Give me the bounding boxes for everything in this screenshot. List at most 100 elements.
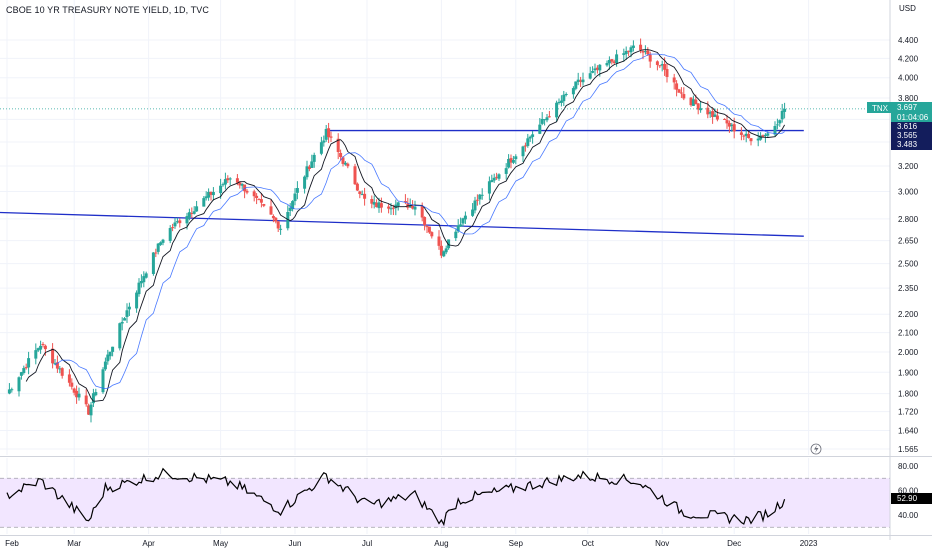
candle[interactable] bbox=[310, 154, 314, 168]
candle[interactable] bbox=[319, 136, 323, 156]
candle[interactable] bbox=[749, 138, 753, 146]
candle[interactable] bbox=[269, 199, 273, 215]
candle[interactable] bbox=[739, 127, 743, 141]
candle[interactable] bbox=[286, 205, 290, 231]
candle[interactable] bbox=[355, 182, 359, 192]
candle[interactable] bbox=[274, 216, 278, 224]
candle[interactable] bbox=[571, 86, 575, 99]
candle[interactable] bbox=[60, 367, 64, 379]
candle[interactable] bbox=[523, 142, 527, 152]
candle[interactable] bbox=[221, 182, 225, 187]
candle[interactable] bbox=[312, 152, 316, 168]
candle[interactable] bbox=[387, 204, 391, 214]
candle[interactable] bbox=[255, 193, 259, 205]
candle[interactable] bbox=[207, 188, 211, 201]
candle[interactable] bbox=[471, 203, 475, 218]
candle[interactable] bbox=[591, 66, 595, 74]
flash-icon[interactable] bbox=[810, 443, 822, 455]
candle[interactable] bbox=[612, 59, 616, 65]
candle[interactable] bbox=[240, 183, 244, 190]
candle[interactable] bbox=[696, 103, 700, 115]
candle[interactable] bbox=[7, 383, 11, 395]
candle[interactable] bbox=[408, 198, 412, 209]
candle[interactable] bbox=[723, 118, 727, 120]
candle[interactable] bbox=[204, 191, 208, 201]
candle[interactable] bbox=[360, 190, 364, 196]
candle[interactable] bbox=[775, 118, 779, 130]
candle[interactable] bbox=[679, 87, 683, 98]
candle[interactable] bbox=[106, 349, 110, 365]
candle[interactable] bbox=[658, 65, 662, 69]
candle[interactable] bbox=[259, 192, 263, 208]
candle[interactable] bbox=[27, 351, 31, 375]
candle[interactable] bbox=[727, 120, 731, 133]
candle[interactable] bbox=[322, 135, 326, 147]
candle[interactable] bbox=[151, 252, 155, 276]
candle[interactable] bbox=[514, 154, 518, 165]
candle[interactable] bbox=[190, 207, 194, 218]
candle[interactable] bbox=[547, 110, 551, 118]
candle[interactable] bbox=[478, 193, 482, 205]
candle[interactable] bbox=[94, 388, 98, 397]
candle[interactable] bbox=[711, 108, 715, 124]
candle[interactable] bbox=[67, 369, 71, 387]
candle[interactable] bbox=[660, 60, 664, 72]
candle[interactable] bbox=[43, 344, 47, 356]
candle[interactable] bbox=[195, 200, 199, 212]
candle[interactable] bbox=[593, 63, 597, 76]
candle[interactable] bbox=[219, 178, 223, 199]
candle[interactable] bbox=[123, 316, 127, 321]
candle[interactable] bbox=[425, 225, 429, 233]
candle[interactable] bbox=[454, 229, 458, 241]
candle[interactable] bbox=[17, 376, 21, 397]
candle[interactable] bbox=[375, 199, 379, 208]
candle[interactable] bbox=[439, 240, 443, 259]
candle[interactable] bbox=[579, 76, 583, 87]
candle[interactable] bbox=[595, 65, 599, 74]
candle[interactable] bbox=[444, 245, 448, 255]
candle[interactable] bbox=[70, 378, 74, 390]
candle[interactable] bbox=[689, 97, 693, 107]
candles[interactable] bbox=[7, 38, 787, 423]
candle[interactable] bbox=[699, 101, 703, 113]
candle[interactable] bbox=[576, 72, 580, 86]
candle[interactable] bbox=[557, 98, 561, 105]
candle[interactable] bbox=[442, 250, 446, 258]
candle[interactable] bbox=[293, 188, 297, 206]
candle[interactable] bbox=[127, 302, 131, 316]
candle[interactable] bbox=[545, 113, 549, 123]
candle[interactable] bbox=[778, 119, 782, 127]
candle[interactable] bbox=[559, 95, 563, 107]
candle[interactable] bbox=[303, 175, 307, 194]
candle[interactable] bbox=[51, 343, 55, 369]
candle[interactable] bbox=[41, 342, 45, 348]
candle[interactable] bbox=[223, 172, 227, 190]
candle[interactable] bbox=[540, 112, 544, 126]
candle[interactable] bbox=[391, 204, 395, 216]
candle[interactable] bbox=[53, 359, 57, 366]
candle[interactable] bbox=[55, 355, 59, 373]
candle[interactable] bbox=[101, 367, 105, 394]
candle[interactable] bbox=[423, 216, 427, 231]
candle[interactable] bbox=[159, 241, 163, 246]
candle[interactable] bbox=[341, 156, 345, 167]
candle[interactable] bbox=[473, 196, 477, 214]
candle[interactable] bbox=[108, 351, 112, 360]
candle[interactable] bbox=[168, 225, 172, 244]
candle[interactable] bbox=[665, 63, 669, 83]
candle[interactable] bbox=[564, 92, 568, 97]
candle[interactable] bbox=[336, 133, 340, 160]
candle[interactable] bbox=[36, 347, 40, 352]
candle[interactable] bbox=[742, 134, 746, 141]
candle[interactable] bbox=[675, 80, 679, 97]
candle[interactable] bbox=[34, 343, 38, 365]
candle[interactable] bbox=[646, 47, 650, 56]
candle[interactable] bbox=[437, 230, 441, 250]
candle[interactable] bbox=[497, 173, 501, 181]
candle[interactable] bbox=[511, 155, 515, 165]
candle[interactable] bbox=[495, 172, 499, 180]
candle[interactable] bbox=[343, 161, 347, 166]
candle[interactable] bbox=[257, 198, 261, 201]
candle[interactable] bbox=[271, 214, 275, 223]
candle[interactable] bbox=[139, 274, 143, 288]
